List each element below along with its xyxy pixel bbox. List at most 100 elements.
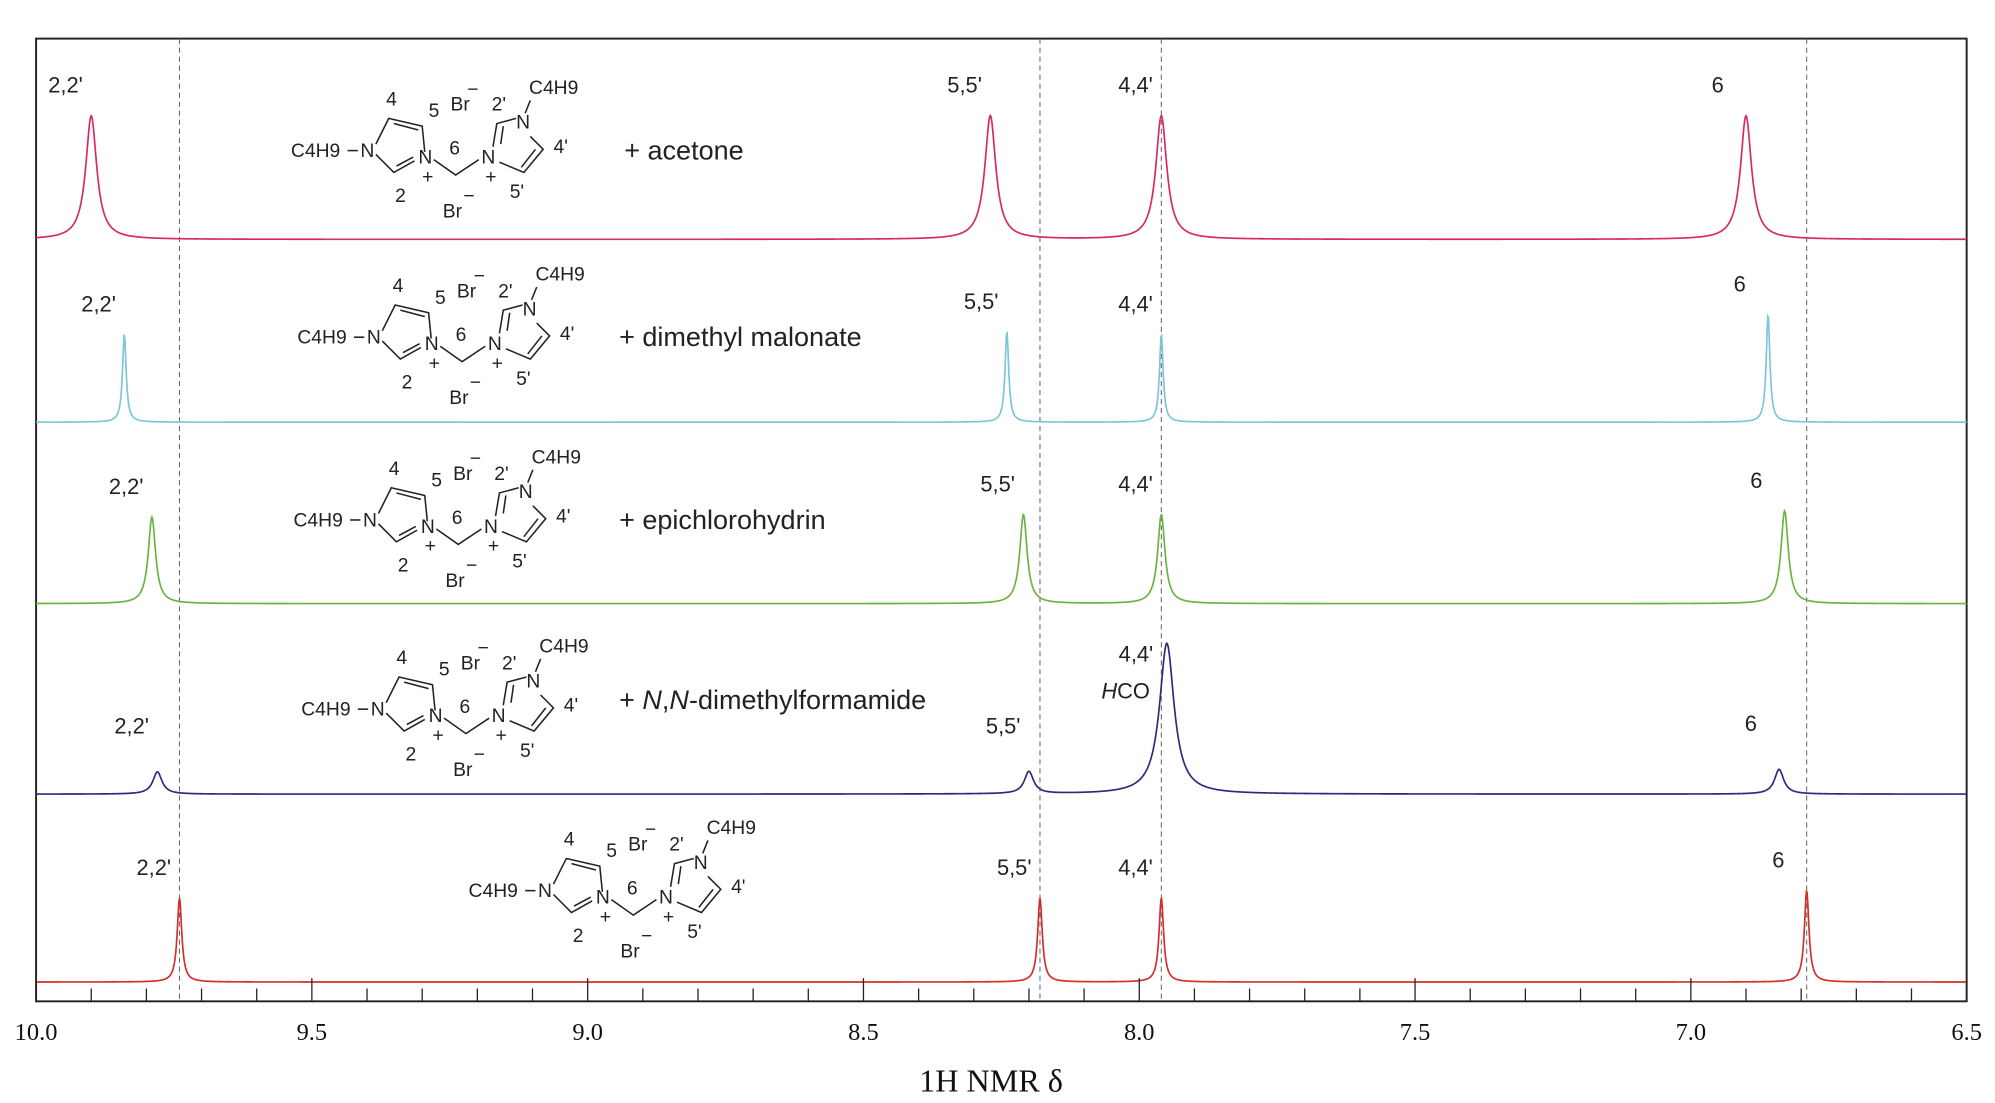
charge-label: + [488, 536, 499, 557]
bond [502, 676, 527, 706]
bromide-label: Br [461, 653, 481, 674]
charge-label: − [645, 819, 656, 840]
position-label: 4 [386, 90, 397, 111]
bond [381, 304, 432, 339]
bond [523, 518, 539, 538]
bond [510, 684, 515, 703]
bond [375, 117, 426, 152]
bond [530, 286, 538, 301]
peak-label: 4,4' [1118, 471, 1153, 496]
charge-label: + [663, 907, 674, 928]
bond [524, 100, 532, 114]
position-label: 5' [516, 369, 530, 390]
x-tick-label: 10.0 [15, 1019, 58, 1046]
bond [509, 694, 555, 732]
charge-label: + [485, 167, 496, 188]
bond [610, 899, 657, 917]
bromide-label: Br [451, 95, 471, 116]
position-label: 2 [405, 745, 416, 766]
bond [443, 717, 490, 735]
additive-label: + dimethyl malonate [619, 322, 862, 352]
position-label: 2 [398, 555, 409, 576]
nitrogen-label: N [526, 671, 540, 692]
nitrogen-label: N [371, 700, 385, 721]
x-tick-label: 8.0 [1124, 1019, 1155, 1046]
peak-label-part: H [1101, 679, 1117, 704]
bromide-label: Br [453, 464, 473, 485]
position-label: 4 [564, 830, 575, 851]
charge-label: − [641, 926, 652, 947]
bromide-label: Br [449, 388, 469, 409]
charge-label: − [470, 373, 481, 394]
bond [499, 126, 505, 145]
bond [527, 335, 543, 355]
bond [534, 658, 542, 673]
nitrogen-label: N [538, 881, 552, 902]
bromide-label: Br [457, 281, 477, 302]
nitrogen-label: N [659, 888, 673, 909]
bond [433, 158, 480, 176]
bond [505, 322, 551, 361]
position-label: 4' [560, 324, 574, 345]
nitrogen-label: N [492, 706, 506, 727]
peak-label: 6 [1772, 847, 1784, 872]
position-label: 6 [452, 508, 463, 529]
charge-label: + [600, 907, 611, 928]
charge-label: − [470, 449, 481, 470]
additive-label-part: N [642, 685, 662, 715]
additive-label-part: N [669, 685, 689, 715]
bond [439, 345, 486, 363]
substituent-label: C4H9 [291, 141, 340, 162]
peak-label: 4,4' [1118, 291, 1153, 316]
bond [530, 707, 547, 727]
bond [499, 135, 545, 174]
nitrogen-label: N [596, 888, 610, 909]
bond [502, 495, 507, 514]
bond [385, 676, 436, 711]
charge-label: − [478, 638, 489, 659]
spectrum-trace [36, 642, 1967, 795]
nitrogen-label: N [421, 517, 435, 538]
bond [400, 309, 425, 318]
bromide-label: Br [620, 942, 640, 963]
bond [527, 469, 534, 483]
peak-label: 2,2' [81, 291, 116, 316]
position-label: 4' [553, 137, 567, 158]
bond [698, 888, 714, 908]
additive-label: + acetone [624, 136, 743, 166]
substituent-label: C4H9 [529, 78, 578, 99]
peak-label: 6 [1745, 711, 1757, 736]
charge-label: − [463, 186, 474, 207]
substituent-label: C4H9 [532, 447, 581, 468]
peak-label: 4,4' [1118, 855, 1153, 880]
charge-label: − [474, 266, 485, 287]
bromide-label: Br [443, 202, 463, 223]
position-label: 6 [460, 697, 471, 718]
charge-label: + [496, 725, 507, 746]
nitrogen-label: N [484, 517, 498, 538]
spectrum-trace [36, 114, 1967, 241]
additive-label: + epichlorohydrin [619, 505, 826, 535]
spectrum-trace [36, 889, 1967, 983]
position-label: 5' [520, 741, 534, 762]
position-label: 5' [512, 552, 526, 573]
peak-label: 6 [1750, 468, 1762, 493]
position-label: 4 [389, 459, 400, 480]
bond [552, 857, 604, 893]
x-tick-label: 9.5 [297, 1019, 328, 1046]
position-label: 4 [396, 648, 407, 669]
bromide-label: Br [453, 760, 473, 781]
substituent-label: C4H9 [293, 510, 342, 531]
bond [506, 312, 511, 331]
bond [406, 714, 424, 726]
peak-label: 5,5' [964, 289, 999, 314]
nitrogen-label: N [488, 334, 502, 355]
peak-label: 5,5' [997, 855, 1032, 880]
position-label: 2' [492, 95, 506, 116]
peak-label-hco: HCO [1101, 679, 1150, 704]
